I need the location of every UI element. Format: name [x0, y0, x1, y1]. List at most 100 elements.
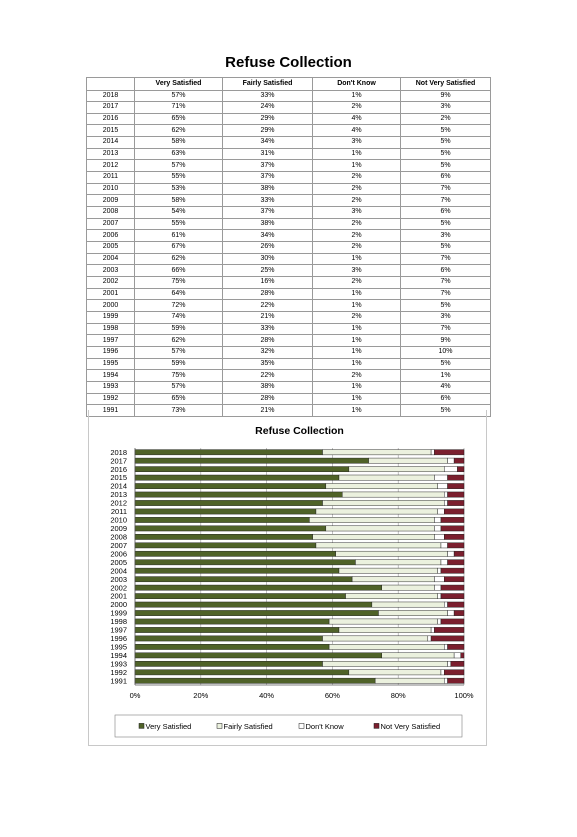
- table-cell: 38%: [222, 380, 313, 394]
- table-cell: 5%: [400, 124, 491, 138]
- table-year-cell: 2012: [86, 159, 135, 173]
- table-cell: 35%: [222, 357, 313, 371]
- bar-segment-not-very-satisfied: [440, 525, 465, 532]
- bar-segment-not-very-satisfied: [447, 474, 465, 481]
- table-cell: 3%: [400, 310, 491, 324]
- table-cell: 2%: [312, 217, 401, 231]
- bar-segment-very-satisfied: [134, 584, 382, 591]
- table-year-cell: 1999: [86, 310, 135, 324]
- bar-segment-not-very-satisfied: [440, 567, 465, 574]
- table-row: 2007 55% 38% 2% 5%: [86, 217, 491, 231]
- bar-segment-don-t-know: [440, 559, 448, 566]
- bar-segment-fairly-satisfied: [315, 542, 442, 549]
- bar-segment-fairly-satisfied: [312, 534, 435, 540]
- bar-segment-fairly-satisfied: [328, 644, 445, 650]
- table-row: 2001 64% 28% 1% 7%: [86, 287, 491, 301]
- table-cell: 37%: [222, 171, 313, 184]
- table-cell: 34%: [222, 229, 313, 243]
- table-cell: 9%: [400, 334, 491, 347]
- bar-segment-not-very-satisfied: [440, 593, 465, 599]
- table-row: 1993 57% 38% 1% 4%: [86, 380, 491, 394]
- table-cell: 38%: [222, 217, 313, 231]
- table-cell: 75%: [134, 276, 223, 289]
- bar-segment-fairly-satisfied: [309, 517, 435, 523]
- bar-segment-not-very-satisfied: [444, 534, 465, 540]
- table-cell: 38%: [222, 182, 313, 196]
- table-cell: 1%: [312, 392, 401, 406]
- y-tick-label: 2015: [110, 473, 127, 482]
- table-year-cell: 2017: [86, 101, 135, 114]
- table-year-cell: 2003: [86, 264, 135, 277]
- table-cell: 7%: [400, 252, 491, 266]
- bar-segment-very-satisfied: [134, 601, 373, 608]
- bar-segment-fairly-satisfied: [368, 457, 448, 464]
- bar-segment-fairly-satisfied: [335, 550, 448, 557]
- table-row: 1997 62% 28% 1% 9%: [86, 334, 491, 347]
- legend-swatch: [298, 723, 305, 729]
- table-cell: 37%: [222, 206, 313, 219]
- table-cell: 1%: [312, 334, 401, 347]
- bar-segment-not-very-satisfied: [430, 635, 465, 642]
- table-year-cell: 2002: [86, 276, 135, 289]
- table-cell: 6%: [400, 206, 491, 219]
- bar-segment-fairly-satisfied: [322, 660, 448, 667]
- table-row: 2008 54% 37% 3% 6%: [86, 206, 491, 219]
- table-row: 1991 73% 21% 1% 5%: [86, 404, 491, 417]
- table-cell: 10%: [400, 345, 491, 359]
- table-row: 2004 62% 30% 1% 7%: [86, 252, 491, 266]
- bar-segment-fairly-satisfied: [381, 652, 455, 659]
- table-cell: 1%: [312, 287, 401, 301]
- bar-segment-fairly-satisfied: [322, 635, 429, 642]
- table-cell: 57%: [134, 159, 223, 173]
- y-tick-label: 2017: [110, 456, 127, 465]
- table-cell: 1%: [312, 252, 401, 266]
- table-cell: 9%: [400, 89, 491, 103]
- y-tick-label: 2013: [110, 490, 127, 499]
- table-cell: 2%: [312, 276, 401, 289]
- y-tick-label: 2001: [110, 592, 127, 601]
- table-cell: 3%: [400, 229, 491, 243]
- table-row: 2010 53% 38% 2% 7%: [86, 182, 491, 196]
- bar-segment-don-t-know: [434, 576, 445, 583]
- table-year-cell: 1993: [86, 380, 135, 394]
- table-cell: 21%: [222, 404, 313, 417]
- y-tick-label: 2004: [110, 566, 127, 575]
- table-cell: 7%: [400, 276, 491, 289]
- table-cell: 1%: [312, 159, 401, 173]
- table-cell: 5%: [400, 357, 491, 371]
- table-cell: 57%: [134, 345, 223, 359]
- bar-segment-fairly-satisfied: [345, 593, 438, 599]
- table-cell: 7%: [400, 194, 491, 208]
- legend-label: Very Satisfied: [146, 722, 192, 731]
- table-cell: 1%: [312, 357, 401, 371]
- y-tick-label: 2007: [110, 541, 127, 550]
- bar-segment-don-t-know: [444, 491, 448, 498]
- table-cell: 29%: [222, 112, 313, 126]
- table-header-cell: Not Very Satisfied: [400, 77, 491, 91]
- table-cell: 4%: [312, 124, 401, 138]
- bar-segment-very-satisfied: [134, 635, 323, 642]
- table-cell: 5%: [400, 136, 491, 149]
- bar-segment-fairly-satisfied: [315, 508, 438, 515]
- table-cell: 33%: [222, 194, 313, 208]
- table-cell: 7%: [400, 182, 491, 196]
- table-year-cell: 2004: [86, 252, 135, 266]
- table-cell: 1%: [312, 147, 401, 161]
- legend-label: Not Very Satisfied: [381, 722, 441, 731]
- table-cell: 5%: [400, 241, 491, 254]
- chart-title: Refuse Collection: [255, 425, 344, 437]
- x-tick-label: 80%: [391, 691, 406, 700]
- data-table: Very Satisfied Fairly Satisfied Don't Know…: [86, 77, 491, 417]
- x-tick-label: 0%: [130, 691, 141, 700]
- bar-segment-very-satisfied: [134, 457, 369, 464]
- table-year-cell: 2018: [86, 89, 135, 103]
- bar-segment-not-very-satisfied: [450, 660, 465, 667]
- y-tick-label: 1995: [110, 643, 127, 652]
- table-year-cell: 2000: [86, 299, 135, 312]
- table-cell: 7%: [400, 322, 491, 336]
- table-year-cell: 2014: [86, 136, 135, 149]
- bar-segment-don-t-know: [444, 677, 448, 684]
- y-tick-label: 2009: [110, 524, 127, 533]
- table-year-cell: 1995: [86, 357, 135, 371]
- legend-label: Don't Know: [306, 722, 345, 731]
